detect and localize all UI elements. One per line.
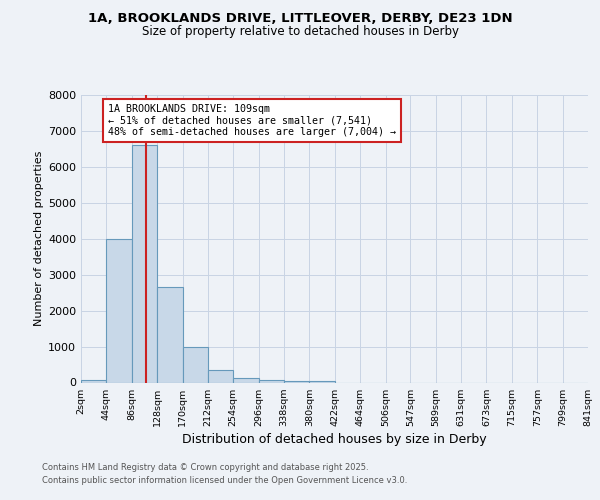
Bar	[233, 378, 259, 382]
Y-axis label: Number of detached properties: Number of detached properties	[34, 151, 44, 326]
Bar	[259, 380, 284, 382]
Bar	[310, 380, 335, 382]
Text: 1A, BROOKLANDS DRIVE, LITTLEOVER, DERBY, DE23 1DN: 1A, BROOKLANDS DRIVE, LITTLEOVER, DERBY,…	[88, 12, 512, 26]
Text: Size of property relative to detached houses in Derby: Size of property relative to detached ho…	[142, 25, 458, 38]
Text: Contains HM Land Registry data © Crown copyright and database right 2025.: Contains HM Land Registry data © Crown c…	[42, 464, 368, 472]
Bar	[106, 239, 132, 382]
Text: Contains public sector information licensed under the Open Government Licence v3: Contains public sector information licen…	[42, 476, 407, 485]
Bar	[182, 346, 208, 382]
Text: 1A BROOKLANDS DRIVE: 109sqm
← 51% of detached houses are smaller (7,541)
48% of : 1A BROOKLANDS DRIVE: 109sqm ← 51% of det…	[107, 104, 395, 137]
Bar	[208, 370, 233, 382]
X-axis label: Distribution of detached houses by size in Derby: Distribution of detached houses by size …	[182, 433, 487, 446]
Bar	[81, 380, 106, 382]
Bar	[284, 380, 310, 382]
Bar	[157, 288, 182, 382]
Bar	[132, 146, 157, 382]
